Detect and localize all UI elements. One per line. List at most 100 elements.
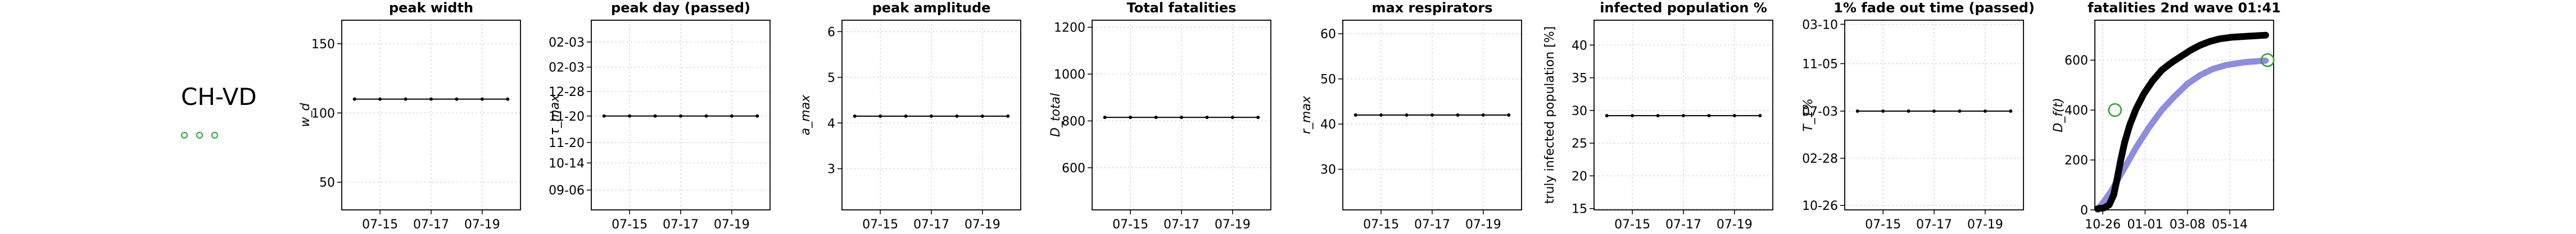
y-tick-label: 5 <box>827 71 835 85</box>
x-tick-label: 07-15 <box>612 218 648 232</box>
y-tick-label: 30 <box>1572 104 1587 118</box>
data-point <box>1605 114 1609 118</box>
data-point <box>2009 109 2013 113</box>
data-point <box>904 114 908 118</box>
marker-circle <box>2261 53 2275 67</box>
y-tick-label: 11-20 <box>549 136 585 150</box>
x-tick-label: 07-19 <box>1967 218 2003 232</box>
y-tick-label: 50 <box>319 176 335 190</box>
panel-title: peak amplitude <box>872 0 991 16</box>
data-point <box>1656 114 1660 118</box>
x-tick-label: 07-17 <box>413 218 449 232</box>
y-tick-label: 11-20 <box>549 110 585 124</box>
data-point <box>1205 116 1209 120</box>
y-tick-label: 4 <box>827 117 835 131</box>
y-tick-label: 09-06 <box>549 184 585 198</box>
data-point <box>1006 114 1010 118</box>
panel-title: peak day (passed) <box>611 0 750 16</box>
y-tick-label: 15 <box>1572 203 1587 217</box>
y-axis-label: D_f(t) <box>2052 98 2066 132</box>
y-tick-label: 02-28 <box>1802 152 1838 166</box>
data-point <box>1103 116 1107 120</box>
data-point <box>1353 113 1357 117</box>
plot-frame <box>341 20 521 210</box>
x-tick-label: 07-15 <box>1865 218 1901 232</box>
y-tick-label: 800 <box>1062 114 1085 129</box>
data-point <box>1932 109 1936 113</box>
data-point <box>1707 114 1711 118</box>
x-tick-label: 07-15 <box>862 218 898 232</box>
status-dot <box>181 132 188 139</box>
data-point <box>1907 109 1911 113</box>
y-tick-label: 20 <box>1572 169 1587 183</box>
data-point <box>1230 116 1234 120</box>
x-tick-label: 07-19 <box>965 218 1000 232</box>
y-tick-label: 200 <box>2065 154 2088 168</box>
data-point <box>1154 116 1158 120</box>
y-tick-label: 6 <box>827 25 835 39</box>
data-point <box>853 114 857 118</box>
data-point <box>1758 114 1762 118</box>
y-axis-label: D_total <box>1049 93 1063 137</box>
y-axis-label: T_1% <box>1801 98 1816 131</box>
y-tick-label: 600 <box>1062 162 1085 176</box>
panel-title: peak width <box>389 0 473 16</box>
panel-title: Total fatalities <box>1127 0 1237 16</box>
plot-frame <box>1593 20 1773 210</box>
y-tick-label: 02-03 <box>549 61 585 75</box>
x-tick-label: 01-01 <box>2127 218 2163 232</box>
y-axis-label: a_max <box>799 94 813 135</box>
data-point <box>1129 116 1133 120</box>
y-axis-label: r_max <box>1300 95 1314 134</box>
data-point <box>352 97 356 101</box>
y-tick-label: 12-28 <box>549 85 585 99</box>
data-point <box>1631 114 1635 118</box>
data-point <box>429 97 433 101</box>
status-dot <box>196 132 203 139</box>
panel-title: infected population % <box>1600 0 1767 16</box>
x-tick-label: 07-17 <box>1414 218 1450 232</box>
y-axis-label: truly infected population [%] <box>1543 26 1557 204</box>
data-point <box>1732 114 1736 118</box>
data-point <box>679 114 682 118</box>
x-tick-label: 05-14 <box>2212 218 2248 232</box>
y-tick-label: 10-26 <box>1802 199 1838 213</box>
y-tick-label: 40 <box>1572 39 1587 53</box>
status-dot <box>211 132 218 139</box>
y-axis-label: τ_max <box>548 94 562 135</box>
x-tick-label: 07-17 <box>913 218 949 232</box>
model-line <box>2094 57 2269 213</box>
y-tick-label: 3 <box>827 163 835 177</box>
y-tick-label: 10-14 <box>549 157 585 171</box>
data-point <box>1430 113 1434 117</box>
y-tick-label: 600 <box>2065 54 2088 68</box>
row-label: CH-VD <box>181 83 257 111</box>
data-point <box>1958 109 1962 113</box>
x-tick-label: 03-08 <box>2170 218 2206 232</box>
y-tick-label: 30 <box>1320 163 1336 177</box>
panel-title: fatalities 2nd wave 01:41 <box>2088 0 2281 16</box>
plot-frame <box>591 20 771 210</box>
x-tick-label: 07-19 <box>714 218 750 232</box>
x-tick-label: 07-17 <box>1163 218 1199 232</box>
y-tick-label: 07-03 <box>1802 105 1838 119</box>
x-tick-label: 07-15 <box>362 218 398 232</box>
x-tick-label: 07-19 <box>464 218 500 232</box>
data-point <box>1481 113 1485 117</box>
data-point <box>1855 109 1859 113</box>
plot-frame <box>2094 20 2274 210</box>
data-point <box>602 114 606 118</box>
data-point <box>980 114 984 118</box>
data-point <box>704 114 708 118</box>
data-point <box>480 97 484 101</box>
x-tick-label: 07-17 <box>663 218 699 232</box>
panel-title: max respirators <box>1372 0 1493 16</box>
data-point <box>1180 116 1183 120</box>
fatalities-line <box>2094 31 2269 212</box>
x-tick-label: 07-19 <box>1465 218 1501 232</box>
plot-frame <box>1342 20 1522 210</box>
data-point <box>955 114 959 118</box>
data-point <box>930 114 933 118</box>
data-point <box>730 114 734 118</box>
